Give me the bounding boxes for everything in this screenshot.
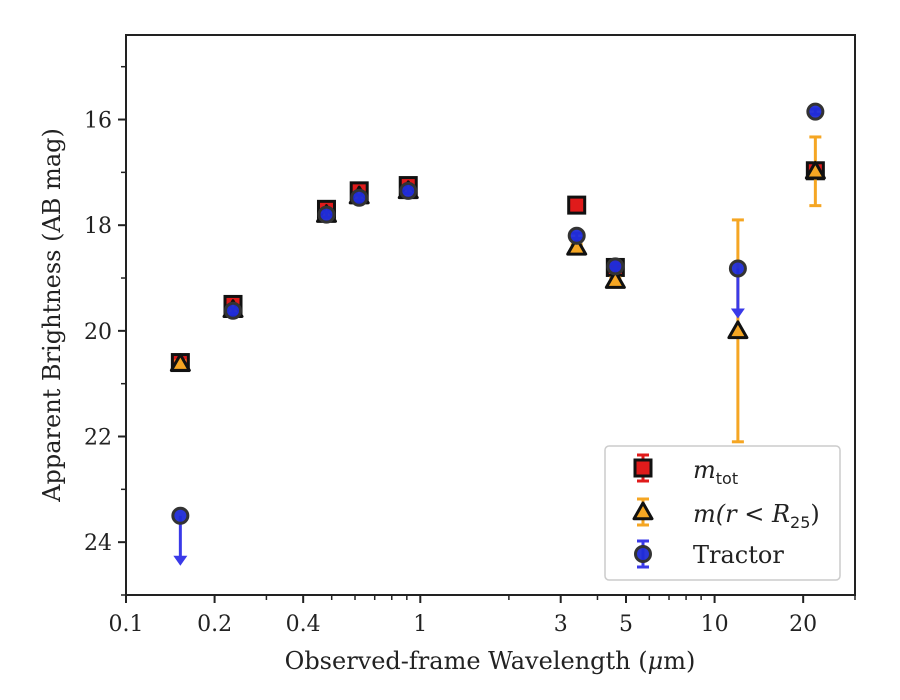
legend-marker-circle <box>634 545 652 563</box>
x-tick-label: 0.2 <box>197 612 232 637</box>
data-point-circle <box>728 259 747 278</box>
x-axis: 0.1 0.2 0.4 1 3 5 10 20 <box>109 595 856 637</box>
x-axis-title: Observed-frame Wavelength (μm) <box>285 647 696 675</box>
x-tick-label: 0.4 <box>286 612 321 637</box>
legend-frame <box>604 445 841 581</box>
legend-label-mtot-sub: tot <box>716 469 738 488</box>
data-point-square <box>567 195 587 215</box>
data-point-circle <box>399 181 418 200</box>
x-axis-title-mu: μ <box>648 647 664 675</box>
data-point-triangle <box>566 236 588 256</box>
y-tick-label: 18 <box>84 214 112 239</box>
legend-marker-square <box>633 458 653 478</box>
x-tick-label: 0.1 <box>109 612 144 637</box>
x-axis-title-prefix: Observed-frame Wavelength ( <box>285 647 648 675</box>
data-point-triangle <box>604 270 626 289</box>
x-axis-title-suffix: m) <box>663 647 695 675</box>
legend-label-tractor: Tractor <box>693 541 784 569</box>
x-tick-label: 3 <box>554 612 568 637</box>
data-point-triangle <box>804 160 826 180</box>
legend-label-mtot: mtot <box>693 456 738 488</box>
x-tick-label: 20 <box>789 612 817 637</box>
y-tick-label: 24 <box>84 531 112 556</box>
data-point-circle <box>567 226 586 245</box>
legend-marker-triangle <box>632 501 654 521</box>
legend: mtot m(r < R25) Tractor <box>604 445 841 581</box>
legend-label-mr25: m(r < R25) <box>693 500 820 532</box>
data-point-triangle <box>169 353 191 372</box>
y-axis-title: Apparent Brightness (AB mag) <box>38 128 66 503</box>
data-point-circle <box>350 188 369 207</box>
legend-label-mr25-main: m(r < R <box>693 500 790 528</box>
y-tick-label: 16 <box>84 109 112 134</box>
data-point-circle <box>224 301 243 320</box>
data-point-circle <box>806 102 825 121</box>
y-tick-label: 20 <box>84 320 112 345</box>
y-axis: 16 18 20 22 24 <box>84 65 126 596</box>
x-tick-label: 5 <box>619 612 633 637</box>
x-tick-label: 10 <box>701 612 729 637</box>
upper-limit-arrowhead <box>173 555 188 566</box>
legend-label-mtot-main: m <box>693 456 716 484</box>
legend-label-mr25-close: ) <box>810 500 819 528</box>
data-point-circle <box>317 205 336 224</box>
legend-label-mr25-sub: 25 <box>790 513 810 532</box>
legend-markers <box>632 453 654 569</box>
data-marks <box>169 102 826 566</box>
data-point-circle <box>171 506 190 525</box>
series-2 <box>171 102 825 566</box>
data-point-triangle <box>727 320 749 340</box>
x-tick-label: 1 <box>413 612 427 637</box>
data-point-circle <box>606 257 625 276</box>
upper-limit-arrowhead <box>730 308 745 319</box>
y-tick-label: 22 <box>84 426 112 451</box>
